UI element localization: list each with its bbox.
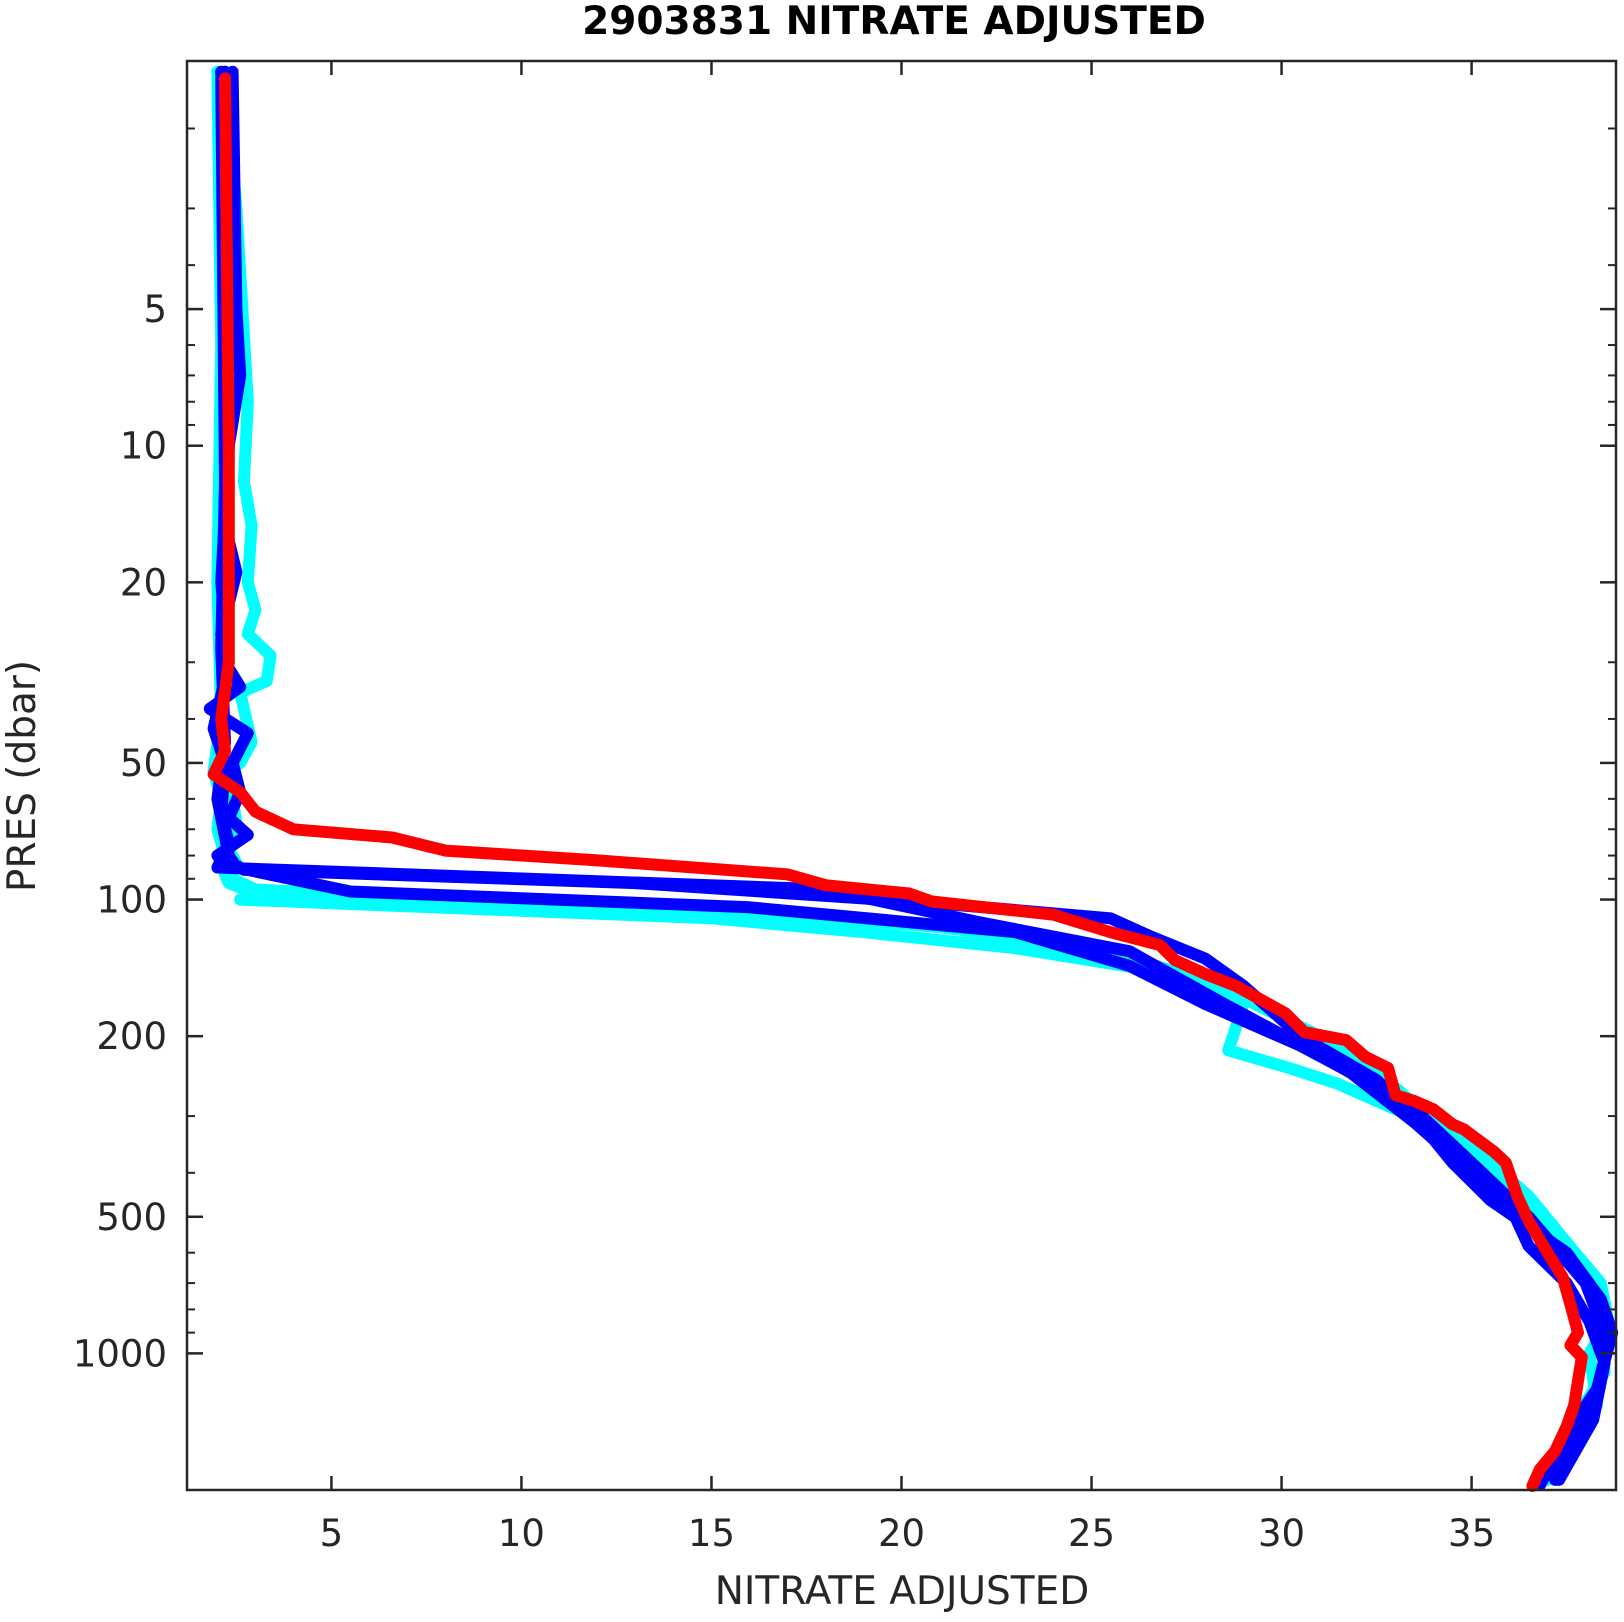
series-line-2 — [207, 65, 1611, 1491]
series-line-4 — [207, 65, 1615, 1486]
y-axis: 5 10 20 50 100 200 500 1000 — [73, 127, 1616, 1491]
x-tick-label: 15 — [688, 1512, 735, 1555]
x-tick-label: 20 — [878, 1512, 925, 1555]
series-line-6 — [207, 72, 1588, 1492]
series-line-1 — [219, 65, 1615, 1486]
x-tick-label: 30 — [1258, 1512, 1305, 1555]
y-tick-label: 100 — [96, 879, 167, 922]
series-line-5 — [211, 65, 1611, 1486]
series-line-3 — [203, 65, 1619, 1491]
plot-lines — [203, 65, 1619, 1492]
x-axis: 5 10 15 20 25 30 35 — [320, 61, 1495, 1555]
y-tick-label: 500 — [96, 1196, 167, 1239]
x-tick-label: 10 — [498, 1512, 545, 1555]
y-tick-label: 5 — [143, 288, 167, 331]
plot-frame — [185, 59, 1618, 1492]
x-tick-label: 25 — [1068, 1512, 1115, 1555]
y-tick-label: 20 — [120, 561, 167, 604]
x-tick-label: 35 — [1448, 1512, 1495, 1555]
y-tick-label: 200 — [96, 1015, 167, 1058]
y-tick-label: 50 — [120, 742, 167, 785]
y-axis-label: PRES (dbar) — [0, 660, 45, 892]
y-tick-label: 10 — [120, 425, 167, 468]
y-tick-label: 1000 — [73, 1332, 167, 1375]
x-tick-label: 5 — [320, 1512, 344, 1555]
x-axis-label: NITRATE ADJUSTED — [715, 1569, 1090, 1614]
chart-title: 2903831 NITRATE ADJUSTED — [582, 0, 1206, 44]
